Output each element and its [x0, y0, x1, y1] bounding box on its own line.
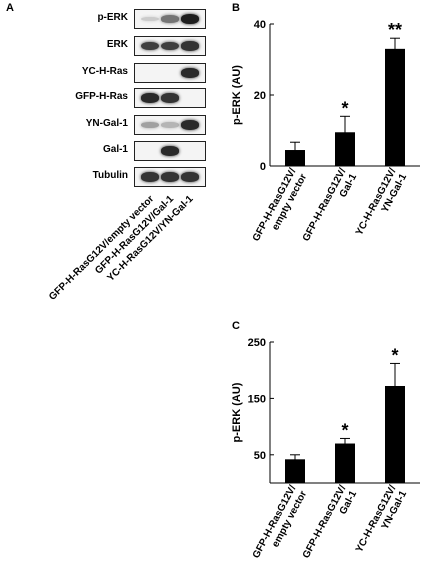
blot-band — [181, 120, 199, 130]
x-category-label: YC-H-RasG12V/YN-Gal-1 — [354, 483, 409, 554]
bar — [385, 48, 405, 166]
y-axis-label: p-ERK (AU) — [231, 65, 243, 125]
blot-band — [161, 122, 179, 128]
blot-band — [141, 93, 159, 103]
blot-row-label: YN-Gal-1 — [85, 118, 128, 129]
blot-band — [161, 41, 179, 51]
blot-band — [141, 172, 159, 182]
x-category-label: GFP-H-RasG12V/Gal-1 — [301, 483, 360, 560]
blot-strip — [134, 115, 206, 135]
significance-marker: * — [391, 345, 398, 365]
blot-band — [161, 93, 179, 103]
blot-row-label: p-ERK — [97, 12, 128, 23]
bar — [285, 459, 305, 483]
bar — [335, 132, 355, 166]
y-axis-label: p-ERK (AU) — [231, 382, 243, 442]
bar — [285, 150, 305, 166]
blot-row-label: ERK — [106, 39, 128, 50]
x-category-label: GFP-H-RasG12V/empty vector — [251, 483, 309, 560]
panel-b-letter: B — [232, 2, 240, 14]
significance-marker: * — [341, 98, 348, 118]
blot-band — [141, 121, 159, 129]
blot-strip — [134, 9, 206, 29]
blot-row-label: Tubulin — [92, 170, 128, 181]
blot-strip — [134, 141, 206, 161]
bar — [385, 385, 405, 483]
blot-row-label: Gal-1 — [102, 144, 128, 155]
panel-a-letter: A — [6, 2, 14, 14]
blot-strip — [134, 88, 206, 108]
blot-row-label: GFP-H-Ras — [75, 91, 128, 102]
panel-c-letter: C — [232, 320, 240, 332]
bar — [335, 443, 355, 483]
blot-band — [181, 172, 199, 182]
significance-marker: ** — [388, 20, 402, 40]
blot-band — [161, 146, 179, 156]
y-tick-label: 0 — [260, 161, 266, 173]
blot-band — [141, 41, 159, 51]
y-tick-label: 250 — [248, 337, 266, 349]
blot-strip — [134, 36, 206, 56]
blot-band — [141, 16, 159, 22]
y-tick-label: 40 — [254, 19, 266, 31]
blot-strip — [134, 63, 206, 83]
blot-band — [161, 15, 179, 23]
y-tick-label: 50 — [254, 450, 266, 462]
blot-band — [181, 14, 199, 24]
significance-marker: * — [341, 420, 348, 440]
y-tick-label: 20 — [254, 90, 266, 102]
blot-band — [181, 41, 199, 51]
blot-row-label: YC-H-Ras — [81, 66, 128, 77]
blot-strip — [134, 167, 206, 187]
blot-band — [181, 68, 199, 78]
y-tick-label: 150 — [248, 393, 266, 405]
blot-band — [161, 172, 179, 182]
